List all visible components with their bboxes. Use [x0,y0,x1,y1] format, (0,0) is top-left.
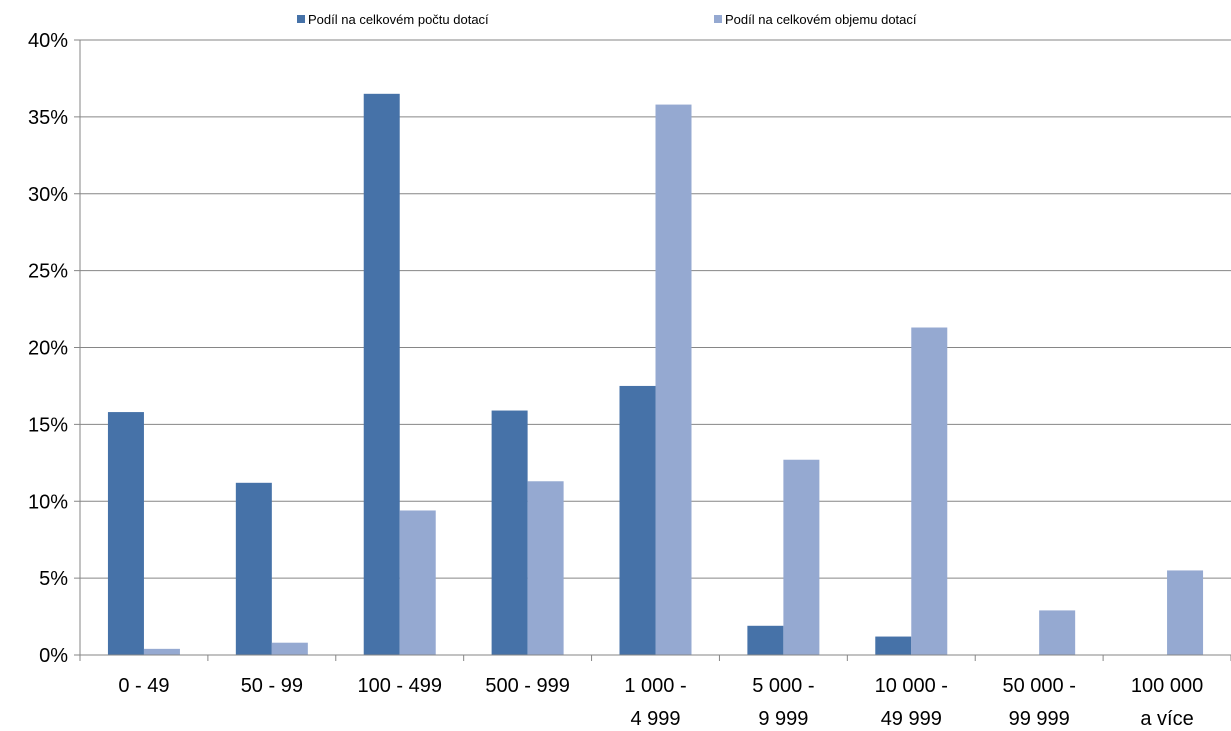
x-tick-label: 500 - 999 [485,675,570,697]
bars [107,93,1204,655]
legend-swatch [714,15,722,23]
x-tick-label: 49 999 [881,708,942,730]
legend-label: Podíl na celkovém počtu dotací [308,12,489,27]
bar-series-2 [527,481,564,655]
y-tick-label: 25% [28,261,68,283]
y-tick-label: 10% [28,491,68,513]
bar-series-2 [1039,610,1076,655]
x-tick-label: 9 999 [758,708,808,730]
y-tick-label: 30% [28,184,68,206]
x-tick-label: 10 000 - [875,675,948,697]
x-tick-label: 100 - 499 [357,675,442,697]
bar-series-1 [619,385,656,655]
x-tick-label: 0 - 49 [118,675,169,697]
x-tick-label: 1 000 - [624,675,686,697]
x-tick-label: 50 000 - [1002,675,1075,697]
y-tick-label: 40% [28,30,68,52]
y-tick-label: 35% [28,107,68,129]
x-tick-label: a více [1140,708,1193,730]
x-tick-label: 100 000 [1131,675,1203,697]
bar-series-2 [271,642,308,655]
bar-series-1 [875,636,912,655]
legend-swatch [297,15,305,23]
bar-series-1 [107,412,144,655]
bar-series-2 [911,327,948,655]
bar-series-2 [1167,570,1204,655]
legend: Podíl na celkovém počtu dotací Podíl na c… [297,12,917,27]
x-tick-label: 4 999 [630,708,680,730]
y-tick-label: 20% [28,338,68,360]
x-tick-label: 99 999 [1009,708,1070,730]
bar-series-1 [363,93,400,655]
x-tick-label: 5 000 - [752,675,814,697]
bar-series-1 [235,482,272,655]
bar-series-2 [655,104,692,655]
y-tick-label: 5% [39,568,68,590]
x-tick-label: 50 - 99 [241,675,303,697]
bar-series-1 [491,410,528,655]
bar-series-1 [747,625,784,655]
axes: 0% 5% 10% 15% 20% 25% 30% 35% 40% 0 - 49 50 - 99 10… [28,30,1231,730]
legend-label: Podíl na celkovém objemu dotací [725,12,917,27]
bar-series-2 [143,648,180,655]
bar-series-2 [783,459,820,655]
bar-series-2 [399,510,436,655]
y-tick-label: 0% [39,645,68,667]
y-tick-label: 15% [28,414,68,436]
